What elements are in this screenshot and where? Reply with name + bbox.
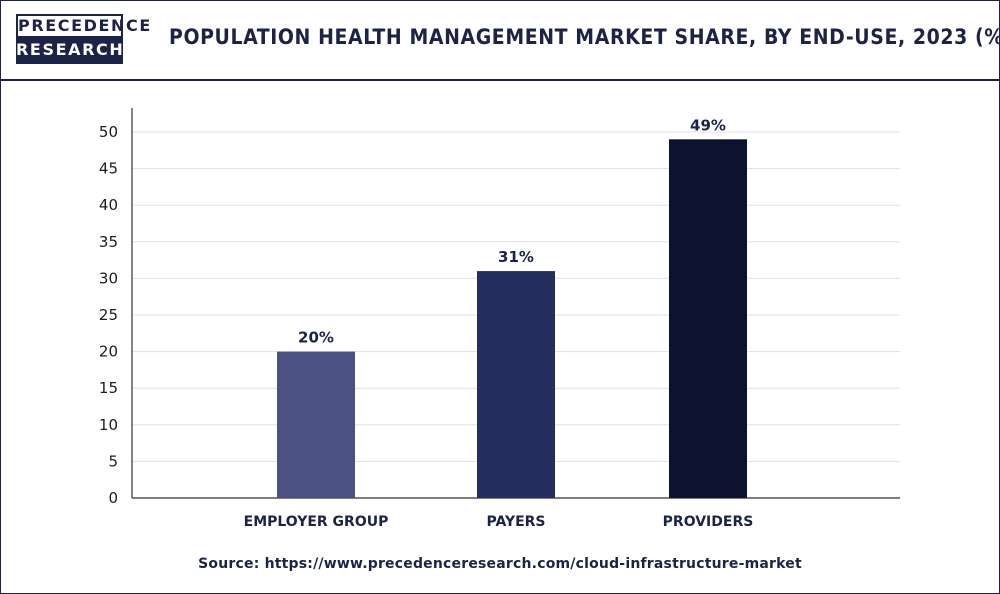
chart-title: POPULATION HEALTH MANAGEMENT MARKET SHAR… xyxy=(169,25,1000,49)
y-tick-label: 50 xyxy=(99,123,118,141)
data-label: 20% xyxy=(298,329,334,347)
y-tick-label: 0 xyxy=(108,489,118,507)
y-tick-label: 10 xyxy=(99,416,118,434)
bar xyxy=(277,351,355,498)
y-tick-label: 45 xyxy=(99,160,118,178)
data-label: 31% xyxy=(498,248,534,266)
x-category-label: EMPLOYER GROUP xyxy=(244,514,389,530)
bar xyxy=(669,139,747,498)
logo-top-text: PRECEDENCE xyxy=(16,14,150,38)
y-tick-label: 40 xyxy=(99,196,118,214)
x-category-label: PROVIDERS xyxy=(663,514,754,530)
y-tick-label: 20 xyxy=(99,343,118,361)
data-label: 49% xyxy=(690,116,726,134)
brand-logo: PRECEDENCE RESEARCH xyxy=(16,14,150,64)
bar xyxy=(477,271,555,498)
y-tick-label: 30 xyxy=(99,269,118,287)
bar-chart: 0 5 10 15 20 25 30 35 40 45 50 20% EMPLOYER GROUP 31%… xyxy=(99,108,900,530)
x-category-label: PAYERS xyxy=(486,514,545,530)
y-tick-label: 5 xyxy=(108,452,118,470)
source-note: Source: https://www.precedenceresearch.c… xyxy=(198,556,802,572)
y-tick-label: 35 xyxy=(99,233,118,251)
y-tick-label: 15 xyxy=(99,379,118,397)
logo-bottom-text: RESEARCH xyxy=(16,38,123,64)
y-tick-label: 25 xyxy=(99,306,118,324)
header: PRECEDENCE RESEARCH POPULATION HEALTH MA… xyxy=(1,1,1000,81)
